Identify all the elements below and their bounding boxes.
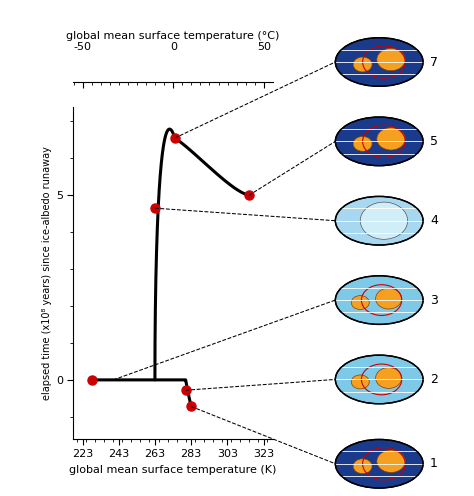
Text: 7: 7 [430,56,438,68]
Text: 5: 5 [430,135,438,148]
Y-axis label: elapsed time (x10⁸ years) since ice-albedo runaway: elapsed time (x10⁸ years) since ice-albe… [42,146,52,400]
Text: 1: 1 [430,457,438,470]
Text: 4: 4 [430,214,438,227]
Text: 2: 2 [430,373,438,386]
Text: 3: 3 [430,294,438,307]
X-axis label: global mean surface temperature (K): global mean surface temperature (K) [69,465,277,475]
X-axis label: global mean surface temperature (°C): global mean surface temperature (°C) [66,31,280,41]
